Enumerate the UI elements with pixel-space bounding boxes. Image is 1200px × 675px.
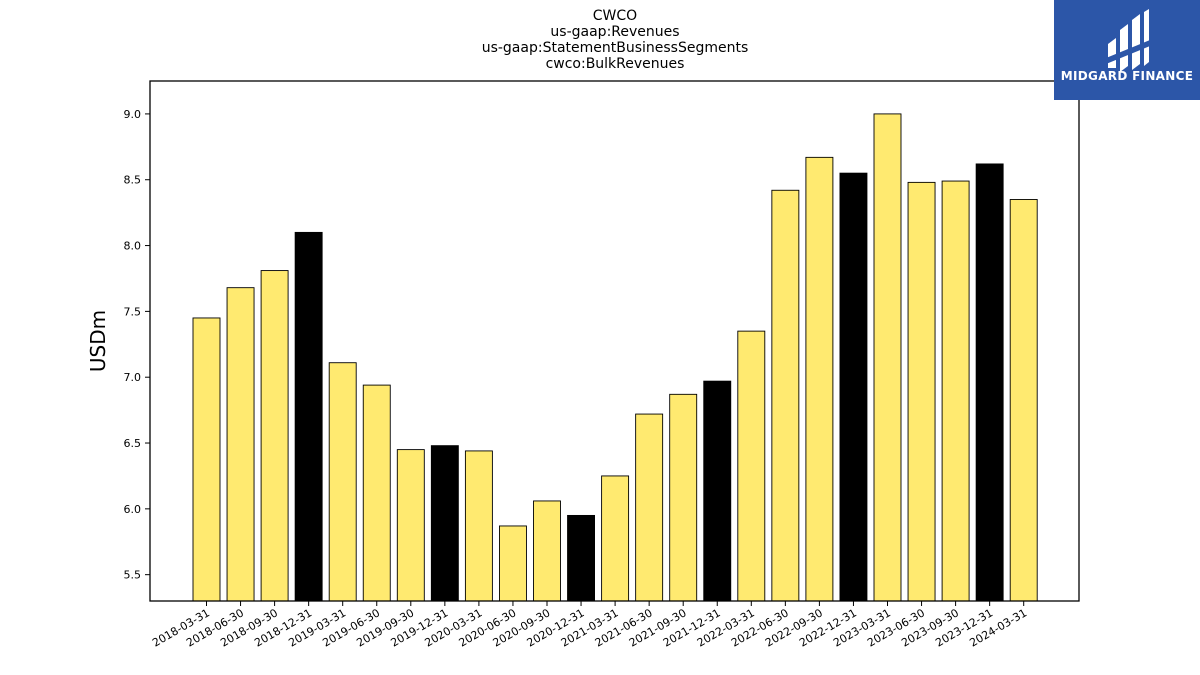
bar-2022-09-30 bbox=[805, 156, 834, 602]
bar-2019-09-30 bbox=[396, 449, 425, 602]
bar-2021-06-30 bbox=[635, 413, 664, 602]
bar-2023-12-31 bbox=[975, 163, 1004, 602]
y-axis: 5.5 6.0 6.5 7.0 7.5 8.0 8.5 9.0 bbox=[124, 108, 150, 582]
bar-2023-03-31 bbox=[873, 113, 902, 602]
plot-frame bbox=[149, 80, 1080, 602]
y-tick-label: 7.5 bbox=[124, 305, 142, 318]
y-tick-label: 9.0 bbox=[124, 108, 142, 121]
title-line: CWCO bbox=[593, 8, 637, 24]
bar-2018-06-30 bbox=[226, 287, 255, 602]
midgard-logo: MIDGARD FINANCE bbox=[1054, 0, 1200, 100]
title-line: cwco:BulkRevenues bbox=[546, 56, 685, 72]
title-line: us-gaap:StatementBusinessSegments bbox=[482, 40, 749, 56]
bar-2018-12-31 bbox=[294, 231, 323, 602]
y-axis-label: USDm bbox=[86, 310, 110, 372]
bar-2024-03-31 bbox=[1009, 199, 1038, 602]
bar-2023-06-30 bbox=[907, 181, 936, 602]
bar-2022-06-30 bbox=[771, 189, 800, 602]
title-line: us-gaap:Revenues bbox=[550, 24, 679, 40]
y-tick-label: 8.5 bbox=[124, 174, 142, 187]
y-tick-label: 7.0 bbox=[124, 371, 142, 384]
bar-2020-03-31 bbox=[464, 450, 493, 602]
bar-2020-12-31 bbox=[567, 514, 595, 602]
y-tick-label: 6.0 bbox=[124, 503, 142, 516]
logo-mark-icon bbox=[1106, 9, 1150, 72]
bar-2022-03-31 bbox=[737, 330, 766, 602]
bar-2018-03-31 bbox=[192, 317, 221, 602]
logo-text: MIDGARD FINANCE bbox=[1061, 69, 1193, 83]
y-tick-label: 5.5 bbox=[124, 569, 142, 582]
y-tick-label: 6.5 bbox=[124, 437, 142, 450]
bar-2022-12-31 bbox=[839, 172, 868, 602]
bar-2020-09-30 bbox=[533, 500, 561, 602]
bar-2019-12-31 bbox=[430, 445, 459, 602]
bar-2021-09-30 bbox=[669, 393, 698, 602]
bar-2018-09-30 bbox=[260, 270, 289, 602]
bar-2019-06-30 bbox=[362, 384, 391, 602]
bar-2021-03-31 bbox=[601, 475, 630, 602]
bars bbox=[192, 113, 1038, 602]
bar-2019-03-31 bbox=[328, 362, 357, 602]
chart-title: CWCOus-gaap:Revenuesus-gaap:StatementBus… bbox=[482, 8, 749, 72]
bar-2023-09-30 bbox=[941, 180, 970, 602]
x-axis: 2018-03-312018-06-302018-09-302018-12-31… bbox=[150, 601, 1029, 650]
y-tick-label: 8.0 bbox=[124, 240, 142, 253]
bar-2020-06-30 bbox=[499, 525, 527, 602]
bar-2021-12-31 bbox=[703, 380, 732, 602]
